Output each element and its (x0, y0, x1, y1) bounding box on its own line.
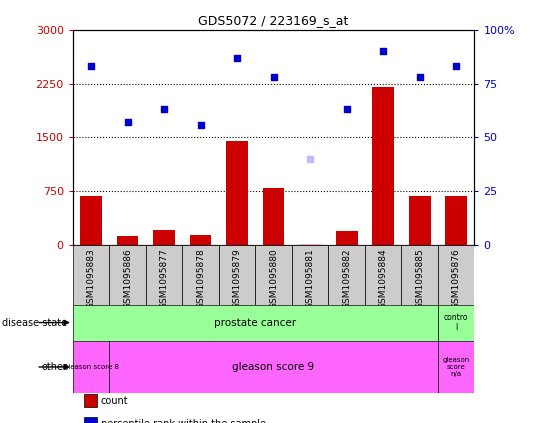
Bar (328, 245, 365, 305)
Text: GSM1095880: GSM1095880 (269, 248, 278, 309)
Bar (109, 245, 146, 305)
Text: contro
l: contro l (444, 313, 468, 332)
Point (415, 74, 424, 80)
Point (452, 63, 460, 70)
Text: GSM1095879: GSM1095879 (232, 248, 241, 309)
Text: other: other (42, 362, 67, 372)
Bar (73, 245, 109, 305)
Title: GDS5072 / 223169_s_at: GDS5072 / 223169_s_at (198, 14, 349, 27)
Point (306, 156, 314, 162)
Text: percentile rank within the sample: percentile rank within the sample (101, 419, 266, 423)
Text: gleason
score
n/a: gleason score n/a (443, 357, 469, 377)
Text: GSM1095884: GSM1095884 (378, 248, 388, 309)
Text: prostate cancer: prostate cancer (214, 318, 296, 327)
Text: disease state: disease state (2, 318, 67, 327)
Text: GSM1095876: GSM1095876 (452, 248, 460, 309)
Bar (438, 305, 474, 341)
Bar (116, 236, 139, 245)
Bar (80, 196, 102, 245)
Text: GSM1095885: GSM1095885 (415, 248, 424, 309)
Point (342, 106, 351, 113)
Bar (153, 230, 175, 245)
Text: count: count (101, 396, 128, 406)
Point (160, 106, 168, 113)
Bar (372, 87, 394, 245)
Bar (336, 231, 357, 245)
Bar (182, 245, 219, 305)
Bar (219, 245, 255, 305)
Text: gleason score 8: gleason score 8 (64, 364, 119, 370)
Bar (438, 341, 474, 393)
Text: GSM1095883: GSM1095883 (87, 248, 95, 309)
Bar (226, 141, 248, 245)
Text: GSM1095882: GSM1095882 (342, 248, 351, 309)
Bar (438, 245, 474, 305)
Text: GSM1095886: GSM1095886 (123, 248, 132, 309)
Point (379, 48, 388, 55)
Bar (190, 235, 211, 245)
Text: gleason score 9: gleason score 9 (232, 362, 315, 372)
Bar (409, 196, 431, 245)
Bar (73, 341, 109, 393)
Bar (255, 245, 292, 305)
Point (196, 121, 205, 128)
Point (270, 74, 278, 80)
Bar (146, 245, 182, 305)
Text: GSM1095878: GSM1095878 (196, 248, 205, 309)
Point (87, 63, 95, 70)
Bar (299, 244, 321, 245)
Bar (365, 245, 402, 305)
Bar (292, 245, 328, 305)
Text: GSM1095877: GSM1095877 (160, 248, 169, 309)
Text: GSM1095881: GSM1095881 (306, 248, 315, 309)
Bar (262, 188, 285, 245)
Bar (445, 196, 467, 245)
Bar (402, 245, 438, 305)
Point (123, 119, 132, 126)
Point (233, 54, 241, 61)
Bar (109, 341, 438, 393)
